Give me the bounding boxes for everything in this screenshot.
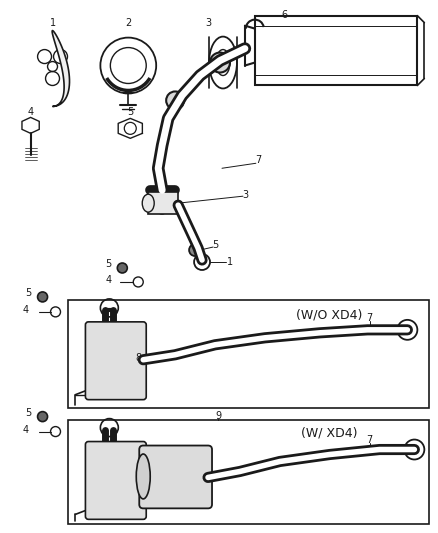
Ellipse shape <box>142 194 154 212</box>
Bar <box>95 332 133 390</box>
Text: 5: 5 <box>212 240 218 250</box>
Bar <box>68 300 429 408</box>
Text: 5: 5 <box>105 259 112 269</box>
Text: 7: 7 <box>367 313 373 323</box>
FancyBboxPatch shape <box>85 441 146 519</box>
Text: 2: 2 <box>125 18 131 28</box>
Text: 7: 7 <box>367 434 373 445</box>
Text: 8: 8 <box>135 353 141 363</box>
Circle shape <box>38 411 48 422</box>
Text: 1: 1 <box>185 85 191 95</box>
Circle shape <box>53 50 67 63</box>
Text: 7: 7 <box>255 155 261 165</box>
Text: 1: 1 <box>227 257 233 267</box>
Text: 5: 5 <box>25 408 32 418</box>
Text: 4: 4 <box>28 108 34 117</box>
Text: 5: 5 <box>127 108 134 117</box>
Text: 4: 4 <box>22 425 28 434</box>
Circle shape <box>189 244 201 256</box>
Circle shape <box>210 53 230 72</box>
Text: 4: 4 <box>105 275 111 285</box>
Bar <box>95 451 133 510</box>
Bar <box>68 419 429 524</box>
Circle shape <box>38 50 52 63</box>
Text: 3: 3 <box>205 18 211 28</box>
Text: 3: 3 <box>242 190 248 200</box>
FancyBboxPatch shape <box>139 446 212 508</box>
Text: 1: 1 <box>49 18 56 28</box>
Circle shape <box>38 292 48 302</box>
Ellipse shape <box>136 454 150 499</box>
Text: 6: 6 <box>282 10 288 20</box>
Polygon shape <box>52 30 70 107</box>
Text: 8: 8 <box>135 472 141 482</box>
Text: 4: 4 <box>22 305 28 315</box>
Text: (W/O XD4): (W/O XD4) <box>297 309 363 321</box>
FancyBboxPatch shape <box>85 322 146 400</box>
Circle shape <box>46 71 60 85</box>
Circle shape <box>117 263 127 273</box>
Text: 5: 5 <box>25 288 32 298</box>
Text: 2: 2 <box>230 47 236 58</box>
Circle shape <box>166 92 184 109</box>
Text: (W/ XD4): (W/ XD4) <box>301 426 358 439</box>
Text: 9: 9 <box>215 410 221 421</box>
Bar <box>148 192 178 214</box>
